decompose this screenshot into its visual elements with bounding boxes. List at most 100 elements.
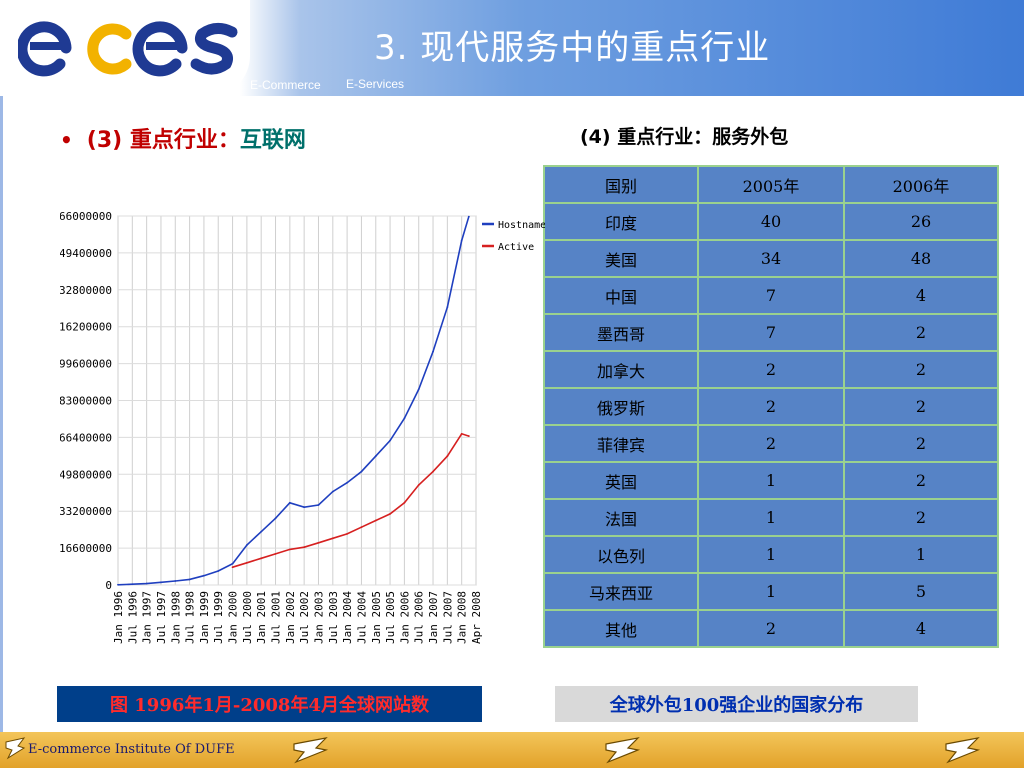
table-cell: 40	[697, 202, 845, 241]
table-header-row: 国别 2005年 2006年	[543, 165, 999, 204]
y-tick-label: 0	[105, 579, 112, 592]
x-tick-label: Jan 2003	[312, 591, 325, 644]
table-cell: 2	[843, 498, 999, 537]
table-header-cell: 2005年	[697, 165, 845, 204]
data-point-hostnames	[467, 215, 470, 218]
left-border	[0, 96, 3, 732]
x-tick-label: Jul 2004	[355, 591, 368, 644]
data-point-hostnames	[389, 439, 391, 442]
data-point-active	[245, 561, 248, 564]
folded-arrow-icon	[605, 737, 641, 764]
slide-title: 3. 现代服务中的重点行业	[374, 28, 771, 68]
data-point-hostnames	[145, 582, 148, 585]
series-line-hostnames	[117, 216, 470, 586]
data-point-hostnames	[203, 574, 205, 577]
table-cell: 7	[697, 276, 845, 315]
legend-label: Active	[498, 242, 534, 253]
table-cell: 26	[843, 202, 999, 241]
table-row: 中国 7 4	[543, 276, 999, 315]
table-cell: 以色列	[543, 535, 699, 574]
bullet-number: (3)	[86, 128, 123, 153]
data-point-active	[303, 546, 306, 549]
data-point-hostnames	[417, 388, 420, 391]
table-cell: 法国	[543, 498, 699, 537]
table-cell: 1	[697, 461, 845, 500]
data-point-hostnames	[260, 530, 263, 533]
table-cell: 34	[697, 239, 845, 278]
table-header-cell: 国别	[543, 165, 699, 204]
data-point-hostnames	[460, 239, 463, 242]
x-tick-label: Jul 1997	[155, 591, 168, 644]
data-point-hostnames	[346, 481, 349, 484]
data-point-hostnames	[374, 455, 377, 457]
table-row: 印度 40 26	[543, 202, 999, 241]
data-point-active	[467, 435, 470, 437]
x-tick-label: Jul 2001	[270, 591, 283, 644]
table-title: (4) 重点行业：服务外包	[580, 126, 789, 148]
x-tick-label: Jul 1998	[184, 591, 197, 644]
x-tick-label: Apr 2008	[470, 591, 483, 644]
footer-band	[0, 732, 1024, 768]
hostnames-chart: 0 16600000 33200000 49800000 66400000 8300000…	[60, 210, 545, 644]
data-point-active	[389, 512, 391, 515]
table-cell: 1	[843, 535, 999, 574]
data-point-hostnames	[174, 580, 177, 582]
x-tick-label: Jul 1999	[212, 591, 225, 644]
data-point-active	[417, 484, 420, 486]
table-row: 墨西哥 7 2	[543, 313, 999, 352]
data-point-active	[446, 455, 449, 457]
table-cell: 2	[843, 461, 999, 500]
y-tick-label: 49800000	[60, 468, 112, 481]
table-cell: 1	[697, 535, 845, 574]
outsourcing-table: 国别 2005年 2006年 印度 40 26 美国 34 48 中国 7 4 墨西哥 7 2 加拿大 2 2 俄罗…	[543, 165, 999, 648]
y-tick-label: 149400000	[60, 247, 112, 260]
data-point-active	[274, 552, 277, 555]
y-tick-label: 16600000	[60, 542, 112, 555]
table-cell: 其他	[543, 609, 699, 648]
data-point-active	[374, 519, 377, 522]
y-tick-label: 83000000	[60, 395, 112, 408]
table-row: 英国 1 2	[543, 461, 999, 500]
data-point-hostnames	[131, 583, 134, 586]
table-cell: 英国	[543, 461, 699, 500]
table-cell: 7	[697, 313, 845, 352]
table-row: 美国 34 48	[543, 239, 999, 278]
table-row: 以色列 1 1	[543, 535, 999, 574]
x-tick-label: Jul 2007	[441, 591, 454, 644]
x-tick-label: Jan 2002	[284, 591, 297, 644]
data-point-hostnames	[231, 562, 234, 565]
x-tick-label: Jan 2004	[341, 591, 354, 644]
logo	[0, 0, 250, 96]
x-tick-label: Jul 2003	[327, 591, 340, 644]
table-cell: 中国	[543, 276, 699, 315]
data-point-hostnames	[403, 417, 406, 420]
table-cell: 菲律宾	[543, 424, 699, 463]
table-cell: 印度	[543, 202, 699, 241]
folded-arrow-icon	[945, 737, 981, 764]
footer-text: E-commerce Institute Of DUFE	[28, 742, 235, 757]
table-caption: 全球外包100强企业的国家分布	[555, 686, 918, 722]
data-point-active	[231, 566, 234, 569]
data-point-hostnames	[117, 583, 119, 586]
data-point-hostnames	[217, 570, 220, 572]
folded-arrow-icon	[293, 737, 329, 764]
x-tick-label: Jul 2000	[241, 591, 254, 644]
x-tick-label: Jul 2006	[413, 591, 426, 644]
bullet-label: 重点行业：	[129, 128, 240, 153]
data-point-active	[331, 537, 334, 540]
folded-arrow-icon	[5, 737, 26, 760]
data-point-hostnames	[245, 544, 248, 546]
data-point-hostnames	[317, 504, 320, 506]
x-tick-label: Jul 1996	[126, 591, 139, 644]
data-point-active	[460, 432, 463, 435]
series-line-active	[232, 432, 470, 568]
table-cell: 俄罗斯	[543, 387, 699, 426]
bullet-dot: •	[60, 128, 73, 152]
table-cell: 2	[843, 350, 999, 389]
subtitle-ecommerce: E-Commerce	[250, 78, 321, 92]
y-tick-label: 33200000	[60, 505, 112, 518]
table-cell: 2	[697, 350, 845, 389]
data-point-hostnames	[274, 517, 277, 520]
table-cell: 2	[697, 609, 845, 648]
data-point-active	[288, 548, 291, 551]
